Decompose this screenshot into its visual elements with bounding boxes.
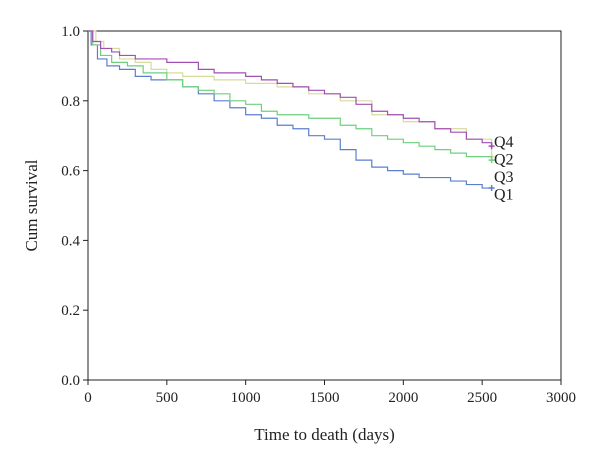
x-axis-title: Time to death (days) <box>254 425 395 444</box>
plot-axes: 0 500 1000 1500 2000 2500 3000 0.0 0.2 0.4 0.6 0.8 1… <box>61 24 576 406</box>
censor-mark-q4 <box>488 143 495 150</box>
series-line-q3 <box>88 30 493 161</box>
series-label-q1: Q1 <box>494 187 514 204</box>
x-tick-label: 0 <box>84 390 92 406</box>
x-tick-label: 500 <box>156 390 179 406</box>
censor-mark-q3 <box>488 157 495 164</box>
x-tick-label: 3000 <box>546 390 576 406</box>
series-line-q1 <box>88 30 492 189</box>
censor-mark-q1 <box>488 185 495 192</box>
x-tick-label: 1000 <box>231 390 261 406</box>
y-axis-title: Cum survival <box>22 159 41 251</box>
series-line-q2 <box>88 30 493 157</box>
y-tick-label: 0.0 <box>61 373 80 389</box>
x-tick-label: 2500 <box>467 390 497 406</box>
series-label-q2: Q2 <box>494 152 514 169</box>
series-line-q4 <box>88 30 493 147</box>
plot-frame <box>87 30 562 381</box>
x-tick-label: 1500 <box>310 390 340 406</box>
y-tick-label: 0.6 <box>61 164 80 180</box>
series-layer <box>88 30 495 192</box>
series-label-q4: Q4 <box>494 134 514 151</box>
y-tick-label: 0.4 <box>61 233 80 249</box>
y-tick-label: 0.8 <box>61 94 80 110</box>
y-tick-label: 0.2 <box>61 303 80 319</box>
x-tick-label: 2000 <box>388 390 418 406</box>
series-label-q3: Q3 <box>494 169 514 186</box>
y-tick-label: 1.0 <box>61 24 80 40</box>
